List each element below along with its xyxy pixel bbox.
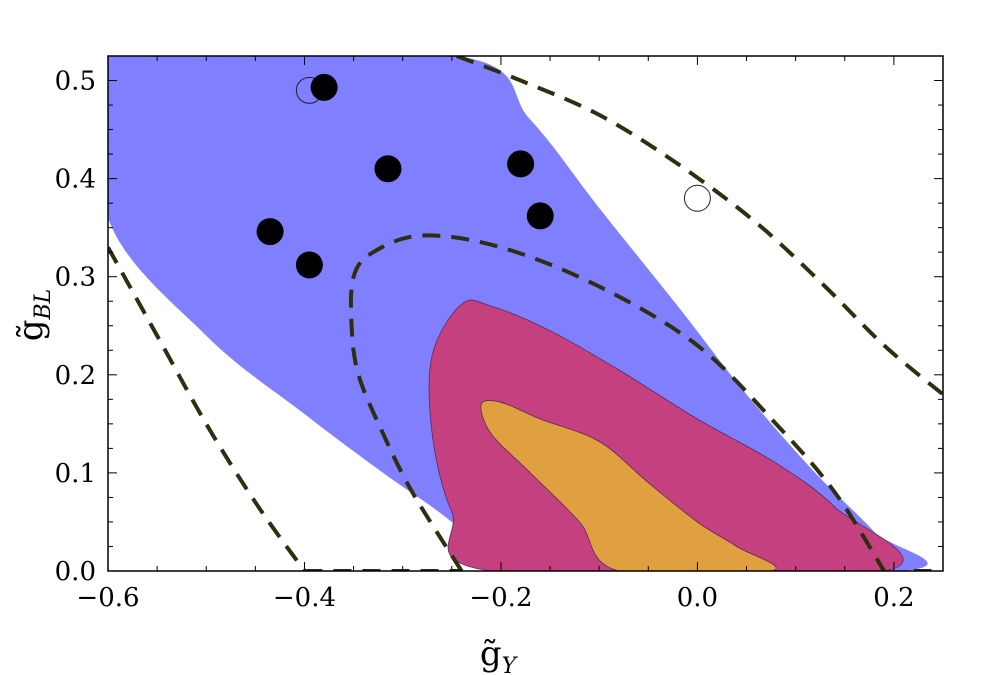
x-tick-label: −0.4 [273,583,336,613]
x-tick-label: 0.0 [677,583,718,613]
ticks-layer: −0.6 −0.4 −0.2 0.0 0.2 0.0 0.1 0.2 0.3 0.4 0.5 [55,55,944,613]
y-tick-label: 0.4 [55,165,96,195]
y-tick-label: 0.5 [55,67,96,97]
dashed-contour-3 [348,233,886,571]
filled-point-3 [507,150,535,178]
x-axis-title: g̃Y [480,634,519,675]
filled-point-2 [374,155,402,183]
open-point-2 [683,184,711,212]
region-3 [480,399,777,571]
dashed-contour-4 [455,56,943,396]
filled-point-6 [295,251,323,279]
y-tick-label: 0.2 [55,361,96,391]
x-tick-label: −0.2 [469,583,532,613]
points-layer [256,73,711,279]
region-2 [428,299,904,571]
regions-layer [108,56,928,571]
dashed-contours-layer [108,56,943,571]
plot-frame [107,55,944,572]
y-tick-label: 0.1 [55,459,96,489]
filled-point-4 [526,202,554,230]
y-axis-title: g̃BL [11,289,56,342]
y-tick-label: 0.3 [55,263,96,293]
dashed-contour-1 [108,246,307,571]
filled-point-1 [310,73,338,101]
y-tick-label: 0.0 [55,557,96,587]
x-tick-label: −0.6 [76,583,139,613]
filled-point-5 [256,218,284,246]
x-tick-label: 0.2 [873,583,914,613]
